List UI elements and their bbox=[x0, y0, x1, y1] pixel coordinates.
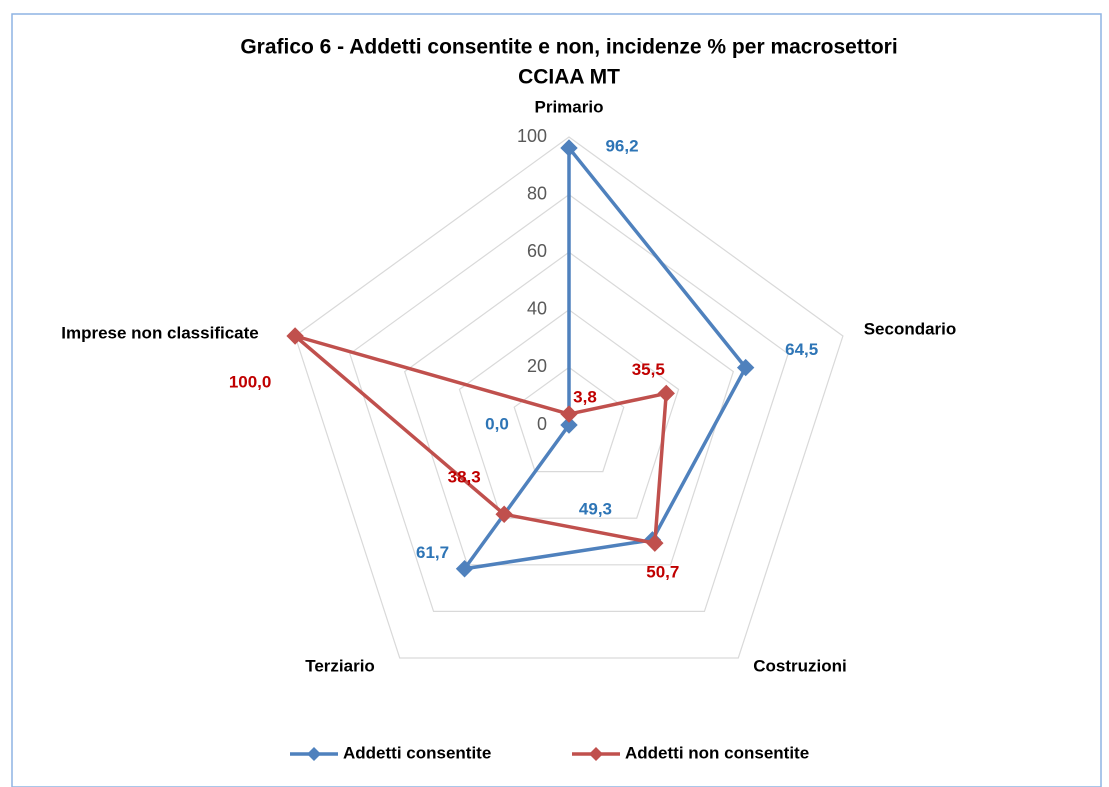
data-point bbox=[455, 560, 474, 578]
data-label: 100,0 bbox=[229, 372, 272, 391]
grid-ring bbox=[294, 136, 844, 659]
data-point bbox=[736, 358, 755, 377]
category-label: Costruzioni bbox=[753, 656, 847, 675]
data-label: 3,8 bbox=[573, 388, 597, 407]
chart-title: CCIAA MT bbox=[518, 66, 620, 89]
data-point bbox=[286, 327, 304, 345]
data-point bbox=[495, 505, 513, 523]
category-label: Terziario bbox=[305, 656, 375, 675]
chart-title: Grafico 6 - Addetti consentite e non, in… bbox=[240, 36, 897, 59]
data-point bbox=[560, 405, 578, 423]
series-line bbox=[462, 146, 748, 571]
data-point bbox=[657, 384, 675, 403]
legend-label: Addetti consentite bbox=[343, 743, 491, 762]
chart-frame bbox=[11, 13, 1102, 787]
grid-ring bbox=[403, 251, 735, 566]
grid-ring bbox=[349, 193, 789, 612]
legend-marker bbox=[589, 747, 603, 761]
category-label: Imprese non classificate bbox=[61, 323, 258, 342]
data-label: 96,2 bbox=[605, 136, 638, 155]
data-point bbox=[646, 534, 664, 552]
data-point bbox=[560, 416, 578, 434]
data-point bbox=[560, 139, 578, 157]
category-label: Primario bbox=[535, 97, 604, 116]
r-tick-label: 60 bbox=[527, 241, 547, 261]
data-label: 38,3 bbox=[448, 468, 481, 487]
r-tick-label: 20 bbox=[527, 356, 547, 376]
r-tick-label: 40 bbox=[527, 299, 547, 319]
r-tick-label: 100 bbox=[517, 126, 547, 146]
category-label: Secondario bbox=[864, 319, 957, 338]
data-label: 64,5 bbox=[785, 340, 818, 359]
series-line bbox=[293, 334, 668, 545]
data-label: 50,7 bbox=[646, 563, 679, 582]
data-label: 0,0 bbox=[485, 414, 509, 433]
r-tick-label: 0 bbox=[537, 414, 547, 434]
legend-label: Addetti non consentite bbox=[625, 743, 809, 762]
r-tick-label: 80 bbox=[527, 183, 547, 203]
data-label: 35,5 bbox=[632, 360, 665, 379]
data-label: 49,3 bbox=[579, 499, 612, 518]
grid-ring bbox=[458, 309, 680, 519]
data-label: 61,7 bbox=[416, 543, 449, 562]
legend-marker bbox=[307, 747, 321, 761]
